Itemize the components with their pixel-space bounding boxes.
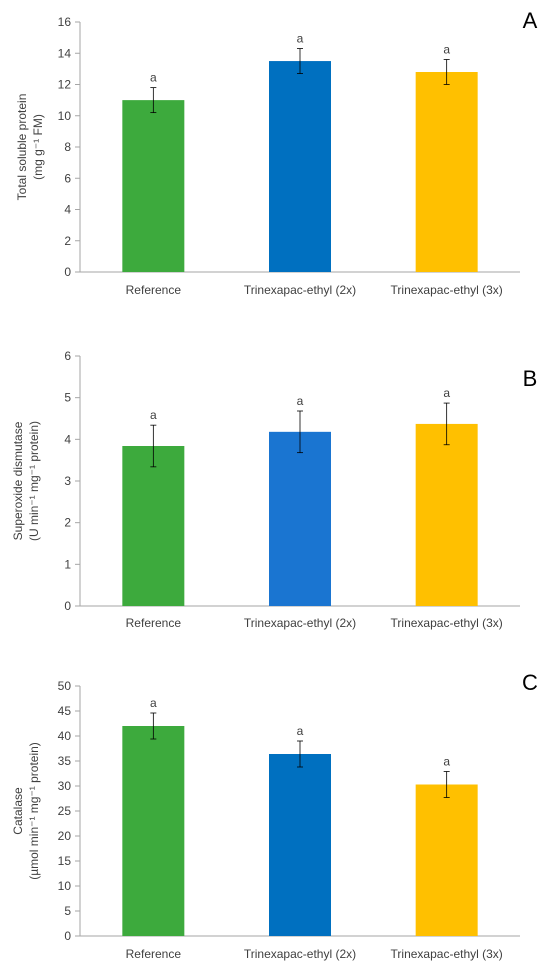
y-tick-label: 5 (64, 904, 71, 918)
significance-letter: a (297, 394, 304, 408)
y-tick-label: 4 (64, 432, 71, 446)
panel-label: B (523, 366, 538, 391)
y-tick-label: 0 (64, 929, 71, 943)
y-tick-label: 2 (64, 516, 71, 530)
bar-a-2 (269, 61, 331, 272)
bar-a-1 (122, 100, 185, 272)
y-tick-label: 15 (58, 854, 72, 868)
y-tick-label: 30 (58, 779, 72, 793)
y-tick-label: 10 (58, 109, 72, 123)
panel-label: C (522, 670, 538, 695)
y-tick-label: 50 (58, 679, 72, 693)
y-axis-title: Catalase (11, 787, 25, 835)
bar-c-2 (269, 754, 331, 936)
significance-letter: a (443, 43, 450, 57)
y-tick-label: 35 (58, 754, 72, 768)
y-tick-label: 0 (64, 265, 71, 279)
category-label: Reference (126, 947, 182, 961)
category-label: Trinexapac-ethyl (2x) (244, 947, 356, 961)
y-axis-units: (mg g⁻¹ FM) (31, 114, 45, 180)
category-label: Trinexapac-ethyl (2x) (244, 616, 356, 630)
y-tick-label: 5 (64, 391, 71, 405)
y-tick-label: 8 (64, 140, 71, 154)
bar-c-3 (415, 784, 478, 936)
category-label: Reference (126, 616, 182, 630)
y-tick-label: 6 (64, 171, 71, 185)
bar-a-3 (415, 72, 478, 272)
significance-letter: a (443, 386, 450, 400)
y-tick-label: 2 (64, 234, 71, 248)
panel-label: A (523, 8, 538, 33)
category-label: Reference (126, 283, 182, 297)
category-label: Trinexapac-ethyl (3x) (391, 947, 503, 961)
significance-letter: a (150, 71, 157, 85)
bar-b-1 (122, 446, 185, 606)
y-tick-label: 25 (58, 804, 72, 818)
category-label: Trinexapac-ethyl (3x) (391, 616, 503, 630)
y-axis-units: (µmol min⁻¹ mg⁻¹ protein) (27, 742, 41, 880)
bar-b-2 (269, 431, 331, 606)
category-label: Trinexapac-ethyl (2x) (244, 283, 356, 297)
significance-letter: a (297, 724, 304, 738)
category-label: Trinexapac-ethyl (3x) (391, 283, 503, 297)
y-tick-label: 6 (64, 349, 71, 363)
y-tick-label: 3 (64, 474, 71, 488)
y-tick-label: 4 (64, 203, 71, 217)
y-tick-label: 45 (58, 704, 72, 718)
y-tick-label: 14 (58, 46, 72, 60)
y-tick-label: 40 (58, 729, 72, 743)
y-tick-label: 1 (64, 557, 71, 571)
y-tick-label: 16 (58, 15, 72, 29)
bar-b-3 (415, 423, 478, 606)
significance-letter: a (150, 696, 157, 710)
y-tick-label: 0 (64, 599, 71, 613)
y-tick-label: 10 (58, 879, 72, 893)
significance-letter: a (150, 408, 157, 422)
y-axis-units: (U min⁻¹ mg⁻¹ protein) (27, 421, 41, 541)
bar-c-1 (122, 726, 185, 936)
significance-letter: a (297, 32, 304, 46)
significance-letter: a (443, 755, 450, 769)
y-axis-title: Total soluble protein (15, 94, 29, 201)
y-axis-title: Superoxide dismutase (11, 421, 25, 540)
y-tick-label: 20 (58, 829, 72, 843)
y-tick-label: 12 (58, 78, 72, 92)
